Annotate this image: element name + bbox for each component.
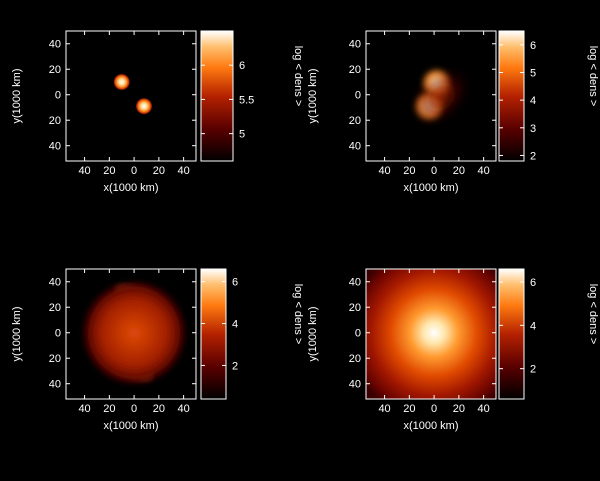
plot-frame xyxy=(65,268,197,400)
y-axis-label: y(1000 km) xyxy=(307,68,319,123)
disk-mark xyxy=(79,278,189,388)
y-tick-label: 20 xyxy=(349,302,361,314)
x-tick-label: 0 xyxy=(431,165,437,177)
y-tick-label: 20 xyxy=(49,353,61,365)
colorbar-tick-label: 5.5 xyxy=(239,94,254,106)
plot-frame xyxy=(365,30,497,162)
y-tick-label: 40 xyxy=(349,141,361,153)
colorbar-tick-label: 2 xyxy=(530,150,536,162)
colorbar-tick-label: 6 xyxy=(232,277,238,289)
x-tick-label: 40 xyxy=(477,165,489,177)
x-tick-label: 20 xyxy=(403,165,415,177)
density-map xyxy=(366,269,496,399)
x-tick-label: 20 xyxy=(153,165,165,177)
halo-mark xyxy=(411,68,470,126)
blob-mark xyxy=(113,73,131,91)
envelope-mark xyxy=(366,269,496,399)
colorbar xyxy=(200,30,234,162)
y-tick-label: 40 xyxy=(49,277,61,289)
y-axis-label: y(1000 km) xyxy=(307,306,319,361)
x-tick-label: 0 xyxy=(131,403,137,415)
x-tick-label: 20 xyxy=(153,403,165,415)
y-tick-label: 20 xyxy=(49,115,61,127)
panel-bottom-right: 40 20 0 20 40 40 20 0 20 40 x(1000 km) y(1000 km) 6 4… xyxy=(307,268,599,432)
y-tick-label: 40 xyxy=(49,379,61,391)
colorbar-tick-label: 6 xyxy=(239,60,245,72)
y-tick-label: 20 xyxy=(349,64,361,76)
colorbar-tick-label: 4 xyxy=(232,319,238,331)
x-tick-label: 40 xyxy=(177,403,189,415)
colorbar-label: log < dens > xyxy=(587,46,599,107)
x-tick-label: 40 xyxy=(78,403,90,415)
density-map xyxy=(66,31,196,161)
colorbar xyxy=(498,268,525,400)
x-tick-label: 20 xyxy=(453,403,465,415)
x-tick-label: 40 xyxy=(378,165,390,177)
y-tick-label: 0 xyxy=(355,328,361,340)
colorbar xyxy=(200,268,227,400)
x-tick-label: 20 xyxy=(103,165,115,177)
y-tick-label: 20 xyxy=(349,115,361,127)
colorbar xyxy=(498,30,525,162)
blob-mark xyxy=(135,97,153,115)
x-tick-label: 40 xyxy=(378,403,390,415)
panel-top-right: 40 20 0 20 40 40 20 0 20 40 x(1000 km) y(1000 km) 6 5… xyxy=(307,30,599,194)
x-tick-label: 20 xyxy=(103,403,115,415)
y-tick-label: 20 xyxy=(49,64,61,76)
x-axis-label: x(1000 km) xyxy=(403,182,458,194)
x-axis-label: x(1000 km) xyxy=(403,420,458,432)
colorbar-tick-label: 5 xyxy=(239,129,245,141)
y-tick-label: 40 xyxy=(349,277,361,289)
y-tick-label: 0 xyxy=(55,90,61,102)
plot-frame xyxy=(65,30,197,162)
colorbar-tick-label: 3 xyxy=(530,123,536,135)
x-tick-label: 0 xyxy=(431,403,437,415)
y-axis-label: y(1000 km) xyxy=(11,68,23,123)
y-tick-label: 40 xyxy=(349,39,361,51)
colorbar-tick-label: 6 xyxy=(530,277,536,289)
x-axis-label: x(1000 km) xyxy=(103,420,158,432)
colorbar-tick-label: 2 xyxy=(530,364,536,376)
y-tick-label: 20 xyxy=(49,302,61,314)
colorbar-tick-label: 4 xyxy=(530,320,536,332)
x-axis-label: x(1000 km) xyxy=(103,182,158,194)
colorbar-tick-label: 4 xyxy=(530,95,536,107)
plot-frame xyxy=(365,268,497,400)
y-tick-label: 40 xyxy=(49,141,61,153)
y-tick-label: 0 xyxy=(55,328,61,340)
x-tick-label: 20 xyxy=(453,165,465,177)
map-background xyxy=(66,31,196,161)
x-tick-label: 40 xyxy=(78,165,90,177)
panel-bottom-left: 40 20 0 20 40 40 20 0 20 40 x(1000 km) y(1000 km) 6 4… xyxy=(11,268,304,432)
density-map xyxy=(366,31,496,161)
y-tick-label: 40 xyxy=(49,39,61,51)
colorbar-label: log < dens > xyxy=(587,284,599,345)
colorbar-tick-label: 2 xyxy=(232,360,238,372)
panel-top-left: 40 20 0 20 40 40 20 0 20 40 x(1000 km) y(1000 km) 6 5… xyxy=(11,30,304,194)
y-tick-label: 40 xyxy=(349,379,361,391)
y-axis-label: y(1000 km) xyxy=(11,306,23,361)
colorbar-label: log < dens > xyxy=(292,284,304,345)
x-tick-label: 20 xyxy=(403,403,415,415)
x-tick-label: 0 xyxy=(131,165,137,177)
x-tick-label: 40 xyxy=(477,403,489,415)
colorbar-tick-label: 6 xyxy=(530,40,536,52)
colorbar-tick-label: 5 xyxy=(530,67,536,79)
y-tick-label: 20 xyxy=(349,353,361,365)
y-tick-label: 0 xyxy=(355,90,361,102)
density-map xyxy=(66,269,196,399)
colorbar-label: log < dens > xyxy=(292,46,304,107)
x-tick-label: 40 xyxy=(177,165,189,177)
